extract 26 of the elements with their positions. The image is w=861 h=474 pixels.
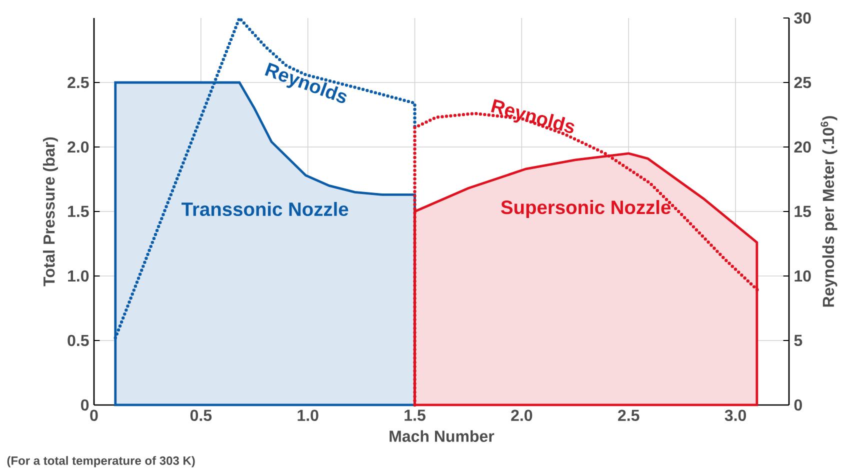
- x-tick-label: 0.5: [190, 410, 212, 422]
- y-tick-label: 1.0: [68, 270, 89, 282]
- annotation: Supersonic Nozzle: [501, 200, 671, 218]
- x-axis-title: Mach Number: [390, 430, 494, 442]
- text: (For a total temperature of 303 K): [7, 456, 195, 468]
- x-tick-label: 1.5: [404, 410, 426, 421]
- y2-tick-label: 30: [794, 12, 811, 24]
- annotation: Transsonic Nozzle: [182, 202, 348, 216]
- y-tick-label: 2.5: [68, 76, 89, 88]
- y2-tick-label: 0: [794, 399, 802, 411]
- y-axis-title: Total Pressure (bar): [42, 137, 58, 286]
- y-tick-label: 0: [81, 399, 89, 411]
- y2-tick-label: 20: [794, 141, 811, 153]
- x-tick-label: 2.5: [618, 410, 640, 422]
- y2-tick-label: 25: [794, 76, 812, 88]
- y-tick-label: 1.5: [68, 206, 89, 218]
- y-tick-label: 0.5: [68, 334, 89, 346]
- x-tick-label: 3.0: [724, 410, 746, 422]
- x-tick-label: 1.0: [298, 410, 318, 422]
- y2-axis-title: Reynolds per Meter (.10$^{6}$): [820, 116, 838, 307]
- x-tick-label: 2.0: [511, 410, 532, 422]
- y2-tick-label: 15: [794, 206, 812, 218]
- y2-tick-label: 10: [794, 270, 811, 282]
- y2-tick-label: 5: [794, 334, 802, 346]
- y-tick-label: 2.0: [68, 141, 89, 153]
- x-tick-label: 0: [90, 410, 98, 422]
